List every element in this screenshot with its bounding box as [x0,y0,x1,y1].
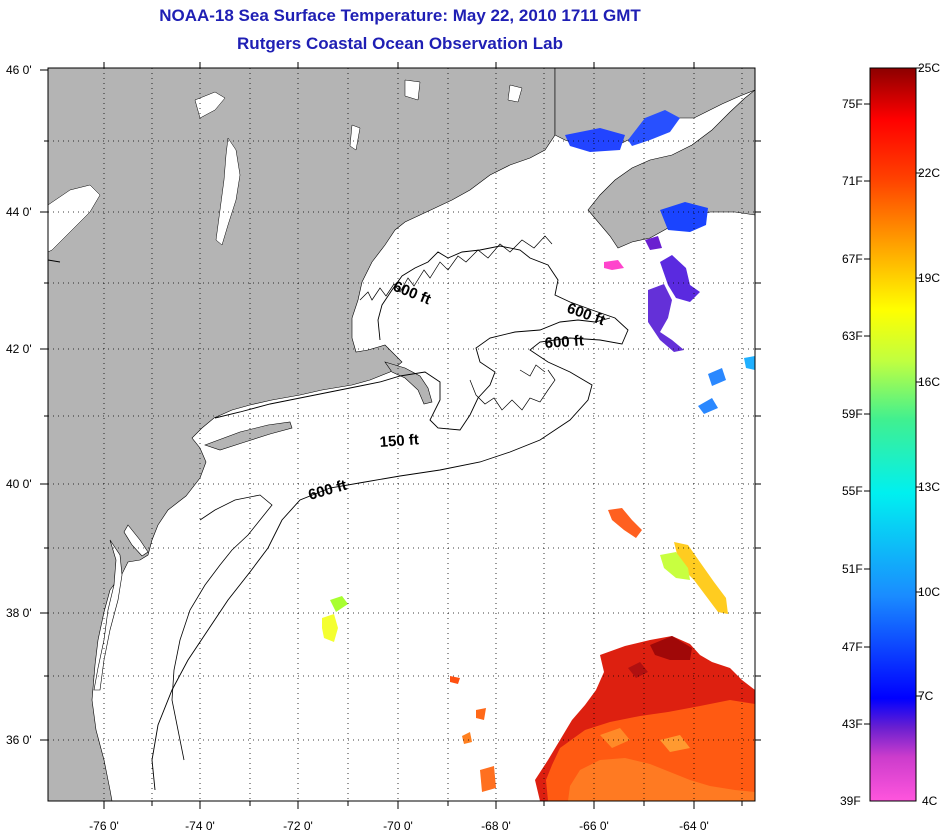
colorbar-label-f: 47F [842,640,863,654]
colorbar-label-c: 7C [918,689,934,703]
map-title: NOAA-18 Sea Surface Temperature: May 22,… [159,6,641,25]
colorbar-label-f: 59F [842,407,863,421]
coast-detail [359,235,556,411]
land-long-island [204,421,293,451]
colorbar-label-c: 4C [922,794,938,808]
lon-label: -70 0' [383,819,413,833]
map-subtitle: Rutgers Coastal Ocean Observation Lab [237,34,563,53]
lat-label: 36 0' [6,733,32,747]
colorbar-label-c: 10C [918,585,941,599]
contour-label: 600 ft [544,332,584,352]
colorbar-label-f: 75F [842,97,863,111]
colorbar-ticks [864,67,922,725]
land-nova-scotia [587,89,755,249]
tick-marks [40,62,761,809]
contour-label: 150 ft [379,431,419,451]
colorbar-label-f: 71F [842,174,863,188]
colorbar-label-f: 55F [842,484,863,498]
colorbar-label-c: 19C [918,271,941,285]
lat-label: 46 0' [6,63,32,77]
colorbar-label-f: 51F [842,562,863,576]
colorbar-label-c: 16C [918,375,941,389]
land-cape-cod [384,361,433,405]
sst-patches [322,110,755,801]
lat-label: 38 0' [6,606,32,620]
colorbar-label-f: 43F [842,717,863,731]
colorbar-label-f: 67F [842,252,863,266]
colorbar [869,67,917,802]
lon-label: -66 0' [579,819,609,833]
colorbar-label-c: 22C [918,166,941,180]
lake [507,84,523,103]
lake [404,79,421,101]
lon-label: -74 0' [185,819,215,833]
map-frame [47,67,756,802]
lake-ontario [48,184,101,253]
lon-label: -72 0' [283,819,313,833]
colorbar-label-c: 25C [918,61,941,75]
delaware-bay [123,524,149,557]
contour-inner [171,494,273,761]
chesapeake-bay [93,539,123,691]
lake-champlain [215,137,241,246]
colorbar-label-f: 39F [840,794,861,808]
lat-label: 44 0' [6,205,32,219]
graticule [48,68,755,801]
lat-label: 40 0' [6,477,32,491]
colorbar-label-c: 13C [918,480,941,494]
lon-label: -64 0' [679,819,709,833]
lat-label: 42 0' [6,342,32,356]
lake [194,91,226,119]
land-mainland [48,68,556,801]
lon-label: -76 0' [89,819,119,833]
lake [349,124,361,151]
lon-label: -68 0' [481,819,511,833]
contour-150ft [48,259,611,431]
colorbar-label-f: 63F [842,329,863,343]
